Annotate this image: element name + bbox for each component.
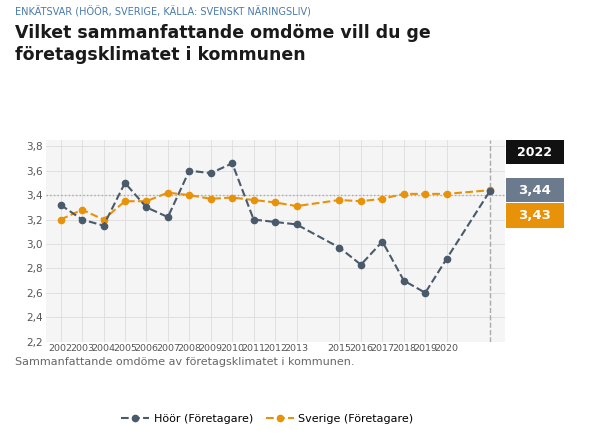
Text: Sammanfattande omdöme av företagsklimatet i kommunen.: Sammanfattande omdöme av företagsklimate…: [15, 357, 354, 367]
Text: 3,43: 3,43: [518, 209, 551, 222]
Legend: Höör (Företagare), Sverige (Företagare): Höör (Företagare), Sverige (Företagare): [117, 409, 418, 428]
Text: 2022: 2022: [517, 146, 552, 159]
Text: ENKÄTSVAR (HÖÖR, SVERIGE, KÄLLA: SVENSKT NÄRINGSLIV): ENKÄTSVAR (HÖÖR, SVERIGE, KÄLLA: SVENSKT…: [15, 7, 311, 18]
Text: Vilket sammanfattande omdöme vill du ge: Vilket sammanfattande omdöme vill du ge: [15, 24, 431, 42]
Text: företagsklimatet i kommunen: företagsklimatet i kommunen: [15, 46, 306, 64]
Text: 3,44: 3,44: [518, 184, 551, 197]
